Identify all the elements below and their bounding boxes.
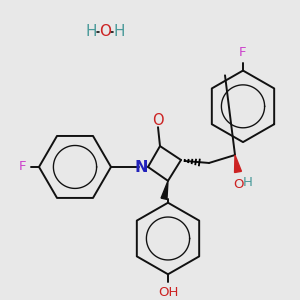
Polygon shape — [235, 155, 242, 172]
Text: H: H — [113, 24, 125, 39]
Text: O: O — [99, 24, 111, 39]
Polygon shape — [161, 181, 168, 200]
Text: O: O — [152, 113, 164, 128]
Text: F: F — [19, 160, 27, 173]
Text: O: O — [233, 178, 243, 191]
Text: F: F — [239, 46, 247, 59]
Text: H: H — [243, 176, 253, 189]
Text: OH: OH — [158, 286, 178, 299]
Text: H: H — [85, 24, 97, 39]
Text: N: N — [134, 160, 148, 175]
